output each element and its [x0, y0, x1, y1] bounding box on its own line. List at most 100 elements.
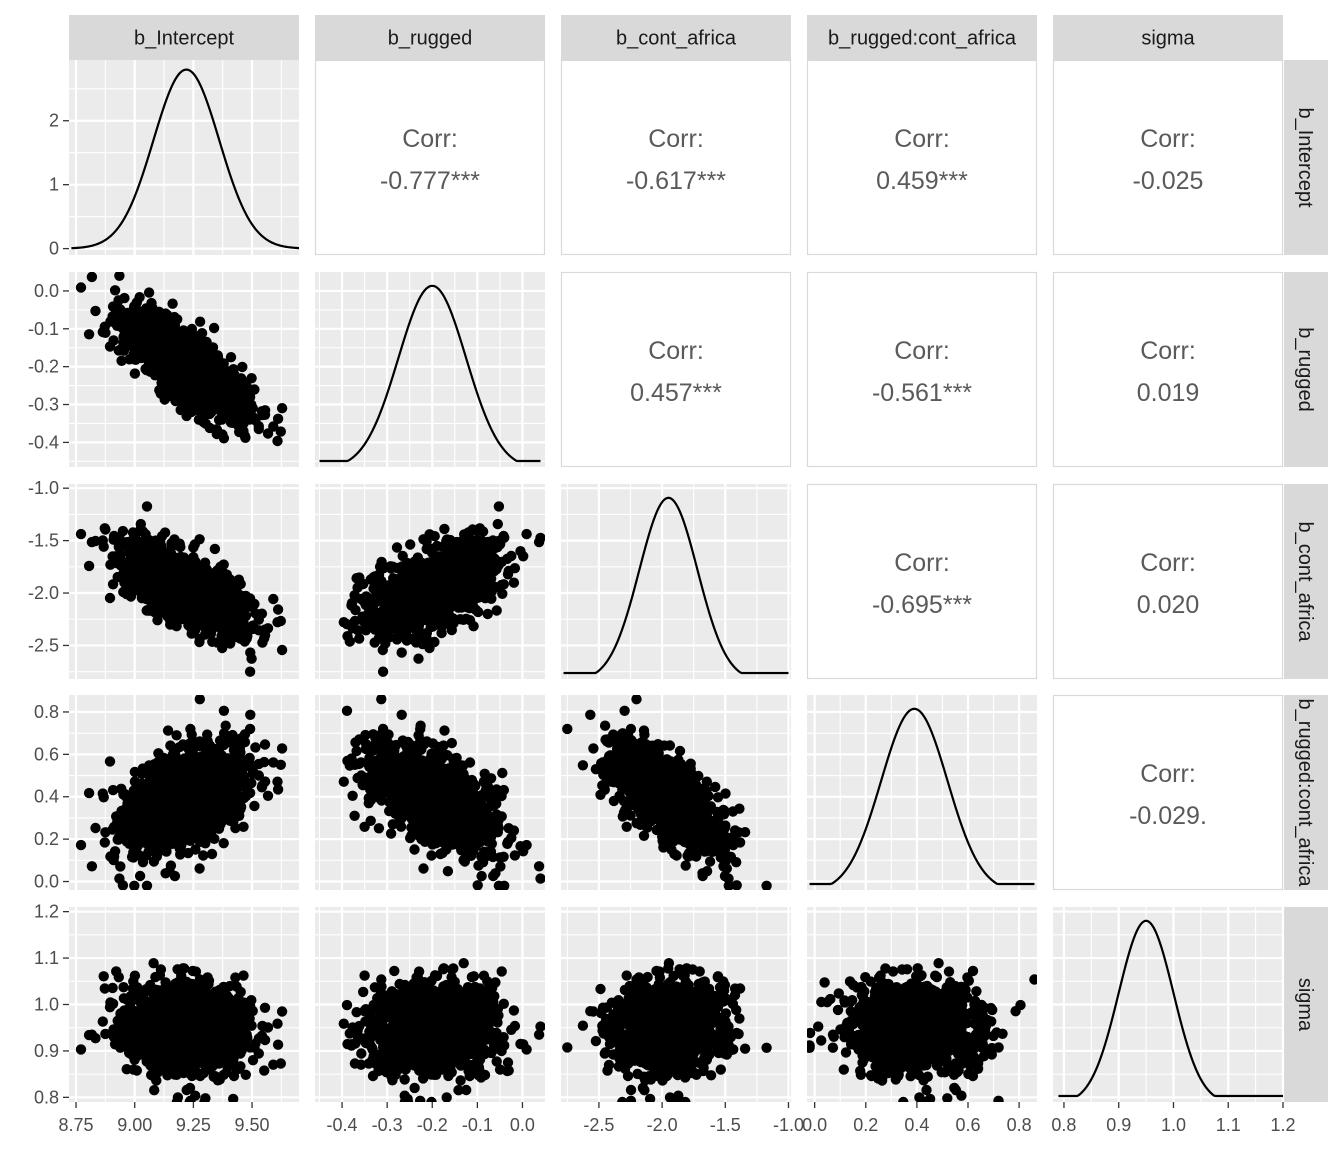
scatter-point [395, 610, 407, 622]
scatter-point [218, 619, 230, 630]
scatter-point [405, 575, 417, 586]
scatter-point [142, 604, 154, 616]
scatter-point [176, 366, 187, 377]
row-strip-b-rugged-cont-africa [1284, 695, 1328, 890]
scatter-point [383, 600, 394, 611]
scatter-point [148, 361, 160, 372]
scatter-point [208, 400, 219, 412]
scatter-point [468, 548, 479, 559]
scatter-point [130, 354, 141, 365]
scatter-point [205, 610, 216, 622]
scatter-point [377, 666, 389, 677]
scatter-points [75, 695, 288, 890]
column-strip-label: b_cont_africa [616, 28, 737, 50]
scatter-point [141, 567, 152, 578]
scatter-point [349, 810, 360, 821]
row-strip-b-rugged [1284, 272, 1328, 467]
scatter-point [152, 615, 163, 626]
scatter-point [443, 544, 454, 555]
scatter-point [533, 861, 545, 872]
scatter-point [171, 565, 182, 577]
scatter-point [100, 524, 111, 535]
scatter-point [493, 501, 505, 512]
scatter-point [224, 759, 235, 771]
scatter-point [354, 633, 365, 644]
scatter-point [163, 790, 174, 801]
panel-b-cont-africa-vs-b-intercept [69, 484, 299, 679]
scatter-point [206, 619, 218, 630]
scatter-point [185, 567, 196, 578]
scatter-point [228, 780, 239, 791]
scatter-point [241, 380, 252, 392]
scatter-point [153, 342, 164, 353]
scatter-point [491, 605, 502, 616]
scatter-point [171, 778, 182, 789]
scatter-point [488, 552, 499, 564]
scatter-point [104, 592, 116, 604]
scatter-point [218, 358, 229, 369]
scatter-point [154, 322, 166, 333]
scatter-point [136, 306, 147, 317]
scatter-point [479, 562, 490, 573]
row-strip-label: b_cont_africa [1294, 521, 1316, 642]
scatter-point [134, 292, 145, 303]
scatter-point [246, 373, 257, 384]
corr-label: Corr: [1140, 337, 1196, 365]
scatter-point [207, 636, 218, 647]
scatter-point [198, 560, 209, 572]
scatter-point [224, 398, 235, 409]
scatter-point [198, 850, 209, 861]
scatter-point [137, 763, 148, 774]
scatter-point [237, 763, 249, 774]
scatter-point [160, 868, 171, 879]
column-strip-label: b_rugged [388, 28, 473, 50]
panel-b-rugged-vs-b-intercept [69, 272, 299, 467]
corr-panel-b-rugged-vs-b-rugged-cont-africa: Corr:-0.561*** [806, 271, 1038, 468]
scatter-point [385, 828, 397, 839]
scatter-point [205, 760, 216, 772]
scatter-point [125, 309, 136, 320]
corr-value: -0.617*** [626, 167, 726, 195]
scatter-point [459, 529, 470, 540]
scatter-point [508, 577, 520, 588]
scatter-point [224, 600, 235, 611]
scatter-point [112, 319, 123, 330]
scatter-point [149, 759, 160, 770]
row-strip-sigma [1284, 907, 1328, 1102]
scatter-point [146, 576, 157, 587]
scatter-point [83, 560, 95, 572]
scatter-point [97, 535, 109, 546]
scatter-point [250, 415, 261, 426]
scatter-points [75, 501, 288, 677]
scatter-point [185, 723, 196, 735]
scatter-points [338, 501, 545, 677]
corr-value: -0.561*** [872, 379, 972, 407]
scatter-point [125, 591, 137, 602]
scatter-point [259, 630, 271, 641]
scatter-point [170, 387, 181, 399]
corr-value: 0.457*** [630, 379, 722, 407]
panel-b-cont-africa-vs-b-cont-africa [561, 484, 791, 679]
scatter-point [493, 880, 505, 890]
column-strip-label: sigma [1141, 28, 1195, 50]
scatter-point [181, 575, 192, 586]
scatter-point [415, 628, 426, 640]
scatter-point [112, 571, 123, 583]
scatter-point [182, 612, 193, 623]
scatter-point [275, 615, 286, 627]
scatter-point [187, 390, 198, 401]
scatter-point [147, 349, 158, 360]
scatter-point [478, 570, 490, 581]
corr-panel-border [560, 59, 792, 256]
row-strip-b-cont-africa [1284, 484, 1328, 679]
scatter-point [194, 386, 206, 398]
scatter-point [83, 787, 95, 799]
scatter-point [147, 595, 158, 606]
corr-value: -0.695*** [872, 591, 972, 619]
scatter-point [112, 823, 123, 834]
scatter-point [272, 435, 283, 447]
scatter-point [162, 331, 173, 343]
scatter-point [439, 725, 450, 736]
scatter-point [462, 602, 473, 613]
scatter-point [244, 723, 256, 735]
